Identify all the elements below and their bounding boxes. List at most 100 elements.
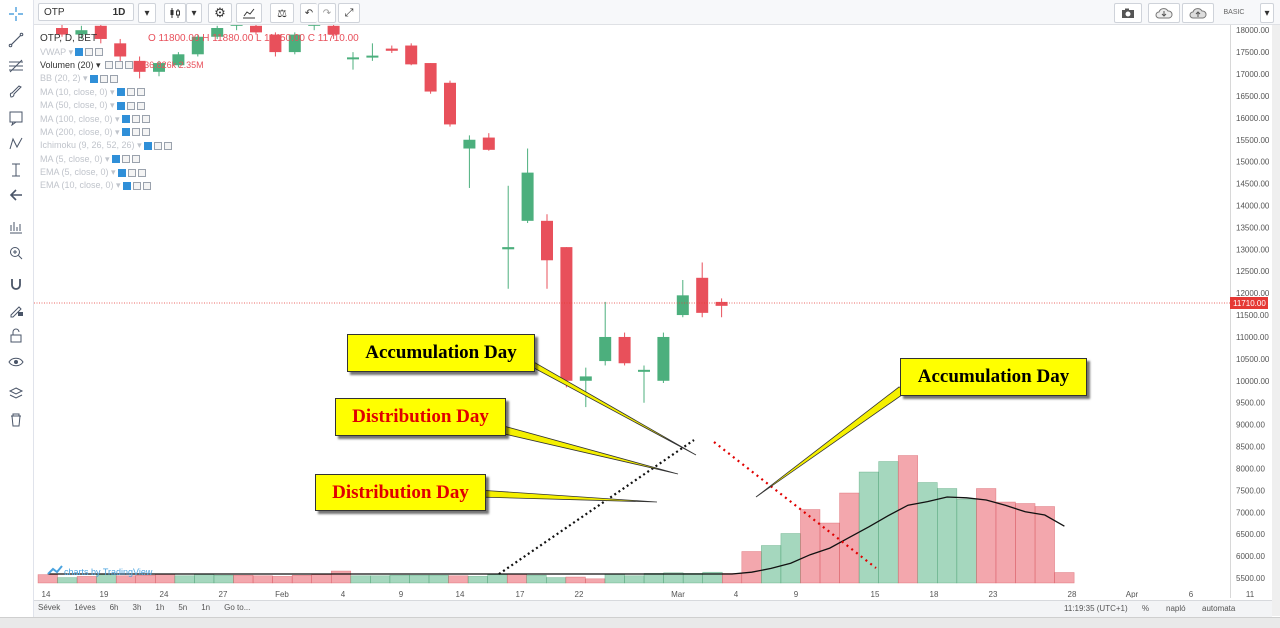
percent-toggle[interactable]: %	[1142, 604, 1150, 613]
vertical-scrollbar[interactable]	[1272, 25, 1280, 616]
range-button[interactable]: Sévek	[38, 603, 61, 612]
chart-pane[interactable]	[34, 25, 1230, 598]
close-icon[interactable]	[137, 168, 146, 177]
settings-icon[interactable]	[131, 115, 140, 124]
time-axis-label: 17	[516, 590, 525, 598]
layout-label[interactable]: BASIC	[1214, 3, 1254, 21]
time-axis-label: 19	[100, 590, 109, 598]
close-icon[interactable]	[141, 128, 150, 137]
chart-type-dropdown[interactable]: ▾	[186, 3, 202, 23]
close-icon[interactable]	[141, 115, 150, 124]
eye-icon[interactable]	[75, 48, 84, 57]
settings-icon[interactable]	[132, 181, 141, 190]
auto-scale-toggle[interactable]: automata	[1202, 604, 1236, 613]
price-axis-label: 9500.00	[1236, 399, 1265, 408]
close-icon[interactable]	[131, 155, 140, 164]
settings-icon[interactable]	[99, 74, 108, 83]
cloud-load-button[interactable]	[1148, 3, 1180, 23]
close-icon[interactable]	[109, 74, 118, 83]
redo-button[interactable]: ↷	[318, 3, 336, 23]
log-scale-toggle[interactable]: napló	[1166, 604, 1186, 613]
compare-button[interactable]: ⚖	[270, 3, 294, 23]
range-button[interactable]: 1h	[155, 603, 165, 612]
price-axis-label: 16500.00	[1236, 92, 1270, 101]
fib-tool-icon[interactable]	[4, 55, 28, 77]
legend-indicator-row[interactable]: EMA (10, close, 0) ▾	[40, 179, 359, 192]
legend-indicator-row[interactable]: MA (5, close, 0) ▾	[40, 153, 359, 166]
indicators-icon[interactable]	[4, 216, 28, 238]
eye-icon[interactable]	[121, 128, 130, 137]
pointer-dist-2	[477, 489, 658, 503]
undo-button[interactable]: ↶	[300, 3, 317, 23]
settings-icon[interactable]	[115, 61, 124, 70]
pattern-icon[interactable]	[4, 133, 28, 155]
range-button[interactable]: 1éves	[74, 603, 96, 612]
fullscreen-button[interactable]: ⤢	[338, 3, 360, 23]
trash-icon[interactable]	[4, 409, 28, 431]
layers-icon[interactable]	[4, 383, 28, 405]
legend-volume-row[interactable]: Volumen (20) ▾ 436.826k 2.35M	[40, 59, 204, 70]
close-icon[interactable]	[95, 48, 104, 57]
settings-icon[interactable]	[126, 101, 135, 110]
indicators-button[interactable]	[236, 3, 262, 23]
eye-icon[interactable]	[89, 74, 98, 83]
eye-icon[interactable]	[116, 88, 125, 97]
eye-icon[interactable]	[122, 181, 131, 190]
settings-icon[interactable]	[131, 128, 140, 137]
legend-indicator-row[interactable]: EMA (5, close, 0) ▾	[40, 166, 359, 179]
legend-vwap-row[interactable]: VWAP ▾	[40, 45, 359, 58]
close-icon[interactable]	[136, 101, 145, 110]
text-note-icon[interactable]	[4, 107, 28, 129]
close-icon[interactable]	[136, 88, 145, 97]
legend-indicator-row[interactable]: Ichimoku (9, 26, 52, 26) ▾	[40, 139, 359, 152]
close-icon[interactable]	[163, 141, 172, 150]
chart-type-button[interactable]	[164, 3, 186, 23]
symbol-search-input[interactable]: OTP	[38, 3, 134, 21]
range-button[interactable]: 3h	[132, 603, 142, 612]
zoom-icon[interactable]	[4, 242, 28, 264]
close-icon[interactable]	[142, 181, 151, 190]
range-button[interactable]: Go to...	[224, 603, 251, 612]
legend-indicator-row[interactable]: MA (10, close, 0) ▾	[40, 86, 359, 99]
back-arrow-icon[interactable]	[4, 184, 28, 206]
eye-icon[interactable]	[143, 141, 152, 150]
price-chart[interactable]: 18000.00 17500.00 17000.00 16500.00 16000.00…	[34, 25, 1272, 598]
price-axis-label: 16000.00	[1236, 114, 1270, 123]
trend-line-icon[interactable]	[4, 29, 28, 51]
eye-icon[interactable]	[116, 101, 125, 110]
legend-indicator-row[interactable]: MA (50, close, 0) ▾	[40, 99, 359, 112]
settings-icon[interactable]	[126, 88, 135, 97]
measure-icon[interactable]	[4, 159, 28, 181]
cloud-save-button[interactable]	[1182, 3, 1214, 23]
time-axis-label: 27	[219, 590, 228, 598]
eye-icon[interactable]	[117, 168, 126, 177]
interval-dropdown[interactable]: ▾	[138, 3, 156, 23]
brush-icon[interactable]	[4, 81, 28, 103]
close-icon[interactable]	[125, 61, 134, 70]
lock-icon[interactable]	[4, 325, 28, 347]
settings-button[interactable]: ⚙	[208, 3, 232, 23]
layout-dropdown[interactable]: ▾	[1260, 3, 1274, 23]
eye-icon[interactable]	[121, 115, 130, 124]
settings-icon[interactable]	[85, 48, 94, 57]
interval-button[interactable]: 1D	[107, 3, 131, 21]
eye-icon[interactable]	[105, 61, 114, 70]
legend-indicator-row[interactable]: MA (200, close, 0) ▾	[40, 126, 359, 139]
snapshot-button[interactable]	[1114, 3, 1142, 23]
settings-icon[interactable]	[127, 168, 136, 177]
price-axis[interactable]	[1230, 25, 1273, 598]
legend-indicator-row[interactable]: MA (100, close, 0) ▾	[40, 112, 359, 125]
magnet-icon[interactable]	[4, 273, 28, 295]
indicator-name: BB (20, 2)	[40, 73, 81, 84]
eye-icon[interactable]	[111, 155, 120, 164]
range-button[interactable]: 6h	[109, 603, 119, 612]
range-button[interactable]: 5n	[178, 603, 188, 612]
eye-icon[interactable]	[4, 351, 28, 373]
settings-icon[interactable]	[153, 141, 162, 150]
horizontal-scrollbar[interactable]	[0, 617, 1280, 628]
crosshair-icon[interactable]	[4, 3, 28, 25]
settings-icon[interactable]	[121, 155, 130, 164]
legend-indicator-row[interactable]: BB (20, 2) ▾	[40, 72, 359, 85]
lock-draw-icon[interactable]	[4, 299, 28, 321]
range-button[interactable]: 1n	[201, 603, 211, 612]
